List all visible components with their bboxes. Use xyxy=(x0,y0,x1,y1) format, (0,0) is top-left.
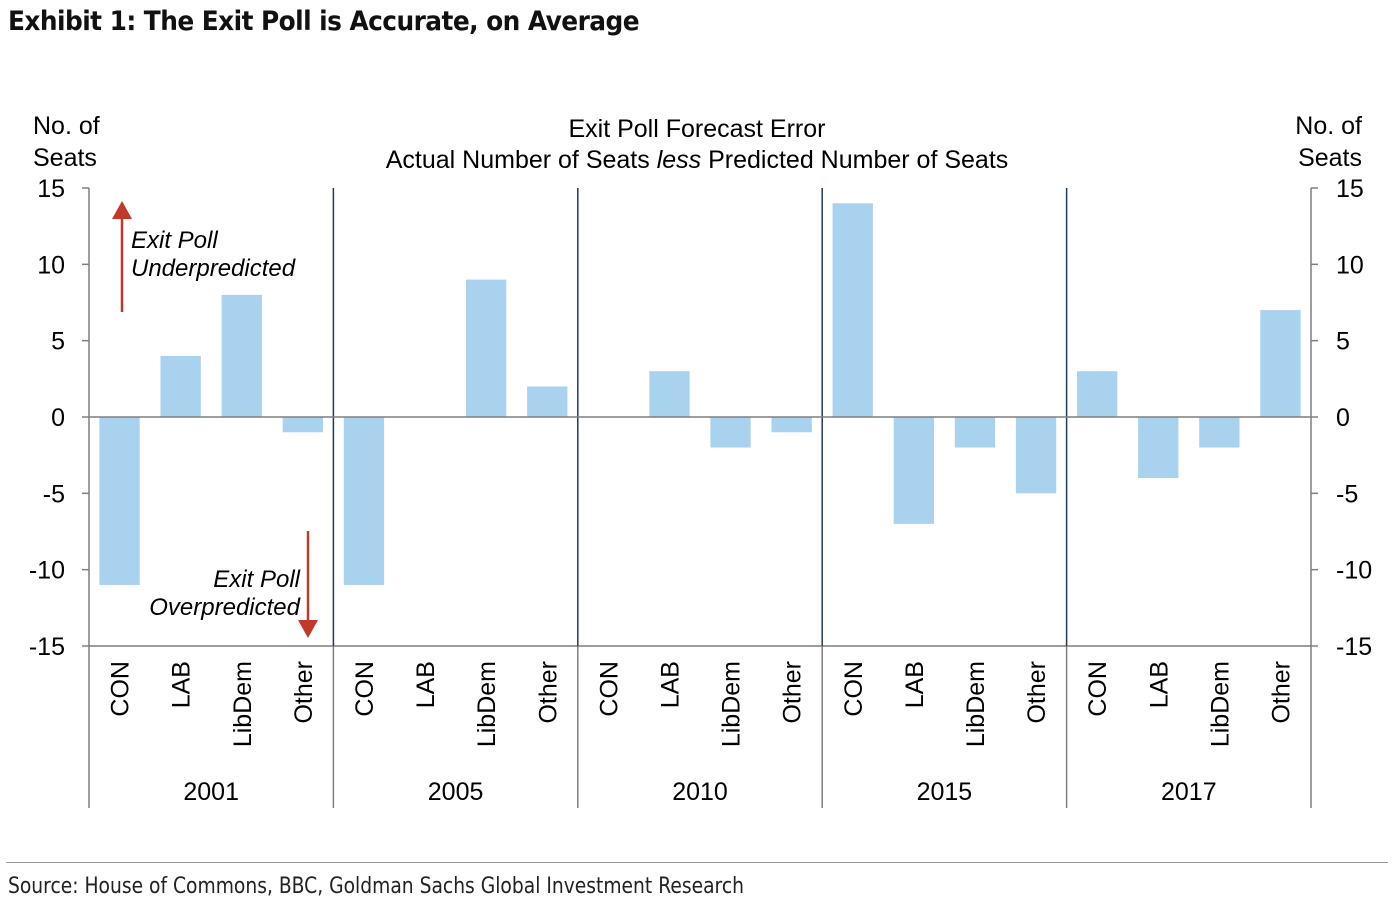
bar-2001-other xyxy=(282,417,324,433)
y-tick-label-right: -10 xyxy=(1336,557,1372,585)
bar-2001-libdem xyxy=(221,294,262,417)
annotation-down-line-1: Exit Poll xyxy=(213,566,300,593)
bar-2017-libdem xyxy=(1199,417,1240,448)
chart-title: Exit Poll Forecast Error xyxy=(568,115,825,143)
group-label-2010: 2010 xyxy=(672,778,728,806)
chart-subtitle-part-1: Actual Number of Seats xyxy=(386,146,657,174)
x-tick-label: CON xyxy=(351,661,379,717)
x-tick-label: LAB xyxy=(412,661,440,708)
bar-2017-other xyxy=(1260,310,1301,417)
y-tick-label-left: -10 xyxy=(29,557,65,585)
y-tick-label-right: 0 xyxy=(1336,404,1350,432)
y-axis-label-left-line-2: Seats xyxy=(33,144,97,172)
chart-subtitle-part-3: Predicted Number of Seats xyxy=(701,146,1008,174)
y-tick-label-left: 10 xyxy=(37,251,65,279)
plot-area: 15 15 10 10 5 5 0 0 -5 -5 -10 -10 -15 -15 CON LAB LibDem… xyxy=(29,175,1372,808)
x-tick-label: LAB xyxy=(168,661,196,708)
y-tick-label-right: 15 xyxy=(1336,175,1364,203)
bar-2015-con xyxy=(832,203,873,417)
annotation-up-arrow-head xyxy=(112,201,132,219)
y-tick-label-right: -5 xyxy=(1336,480,1358,508)
bar-2001-con xyxy=(99,417,140,585)
annotation-down-line-2: Overpredicted xyxy=(149,594,300,621)
group-label-2005: 2005 xyxy=(428,778,484,806)
x-tick-label: LAB xyxy=(656,661,684,708)
bar-2005-libdem xyxy=(465,279,507,417)
x-tick-label: LibDem xyxy=(1206,661,1234,747)
group-label-2017: 2017 xyxy=(1161,778,1217,806)
bar-2015-lab xyxy=(893,417,935,524)
bar-2010-libdem xyxy=(710,417,751,448)
y-axis-label-left: No. of Seats xyxy=(33,112,100,172)
x-tick-label: CON xyxy=(1084,661,1112,717)
x-tick-label: CON xyxy=(595,661,623,717)
bar-2010-lab xyxy=(649,371,690,417)
x-tick-label: LAB xyxy=(1145,661,1173,708)
y-tick-label-right: 5 xyxy=(1336,328,1350,356)
group-label-2001: 2001 xyxy=(183,778,239,806)
bar-2015-libdem xyxy=(954,417,996,448)
chart-subtitle: Actual Number of Seats less Predicted Nu… xyxy=(386,146,1009,174)
bar-2010-other xyxy=(771,417,812,433)
x-tick-label: LibDem xyxy=(473,661,501,747)
y-tick-label-left: -5 xyxy=(43,480,65,508)
y-tick-label-left: 0 xyxy=(51,404,65,432)
y-tick-label-left: 5 xyxy=(51,328,65,356)
y-axis-label-left-line-1: No. of xyxy=(33,112,100,140)
y-tick-label-left: 15 xyxy=(37,175,65,203)
annotation-up-line-1: Exit Poll xyxy=(131,227,218,254)
x-tick-label: LibDem xyxy=(962,661,990,747)
bar-2005-con xyxy=(343,417,385,585)
x-tick-label: Other xyxy=(290,661,318,724)
bar-2017-lab xyxy=(1138,417,1179,479)
x-tick-label: CON xyxy=(840,661,868,717)
bar-2005-other xyxy=(527,386,568,417)
y-axis-label-right-line-1: No. of xyxy=(1295,112,1362,140)
group-label-2015: 2015 xyxy=(917,778,973,806)
y-tick-label-left: -15 xyxy=(29,633,65,661)
y-axis-label-right: No. of Seats xyxy=(1295,112,1362,172)
x-tick-label: Other xyxy=(1267,661,1295,724)
x-tick-label: CON xyxy=(107,661,135,717)
x-tick-label: Other xyxy=(779,661,807,724)
y-axis-label-right-line-2: Seats xyxy=(1298,144,1362,172)
x-tick-label: Other xyxy=(1023,661,1051,724)
bar-2017-con xyxy=(1076,371,1118,417)
chart-subtitle-emphasis: less xyxy=(657,146,701,174)
y-tick-label-right: -15 xyxy=(1336,633,1372,661)
x-tick-label: Other xyxy=(534,661,562,724)
bar-chart: Exit Poll Forecast Error Actual Number o… xyxy=(29,112,1372,808)
x-tick-label: LibDem xyxy=(718,661,746,747)
source-divider xyxy=(6,862,1388,863)
chart-header: Exit Poll Forecast Error Actual Number o… xyxy=(386,115,1009,174)
annotation-up-line-2: Underpredicted xyxy=(131,255,296,282)
annotation-down-arrow-head xyxy=(298,620,318,638)
exhibit-title: Exhibit 1: The Exit Poll is Accurate, on… xyxy=(8,6,640,37)
y-tick-label-right: 10 xyxy=(1336,251,1364,279)
x-tick-label: LibDem xyxy=(229,661,257,747)
bar-2001-lab xyxy=(160,355,201,417)
x-tick-label: LAB xyxy=(901,661,929,708)
bar-2015-other xyxy=(1015,417,1057,494)
source-note: Source: House of Commons, BBC, Goldman S… xyxy=(8,874,744,899)
